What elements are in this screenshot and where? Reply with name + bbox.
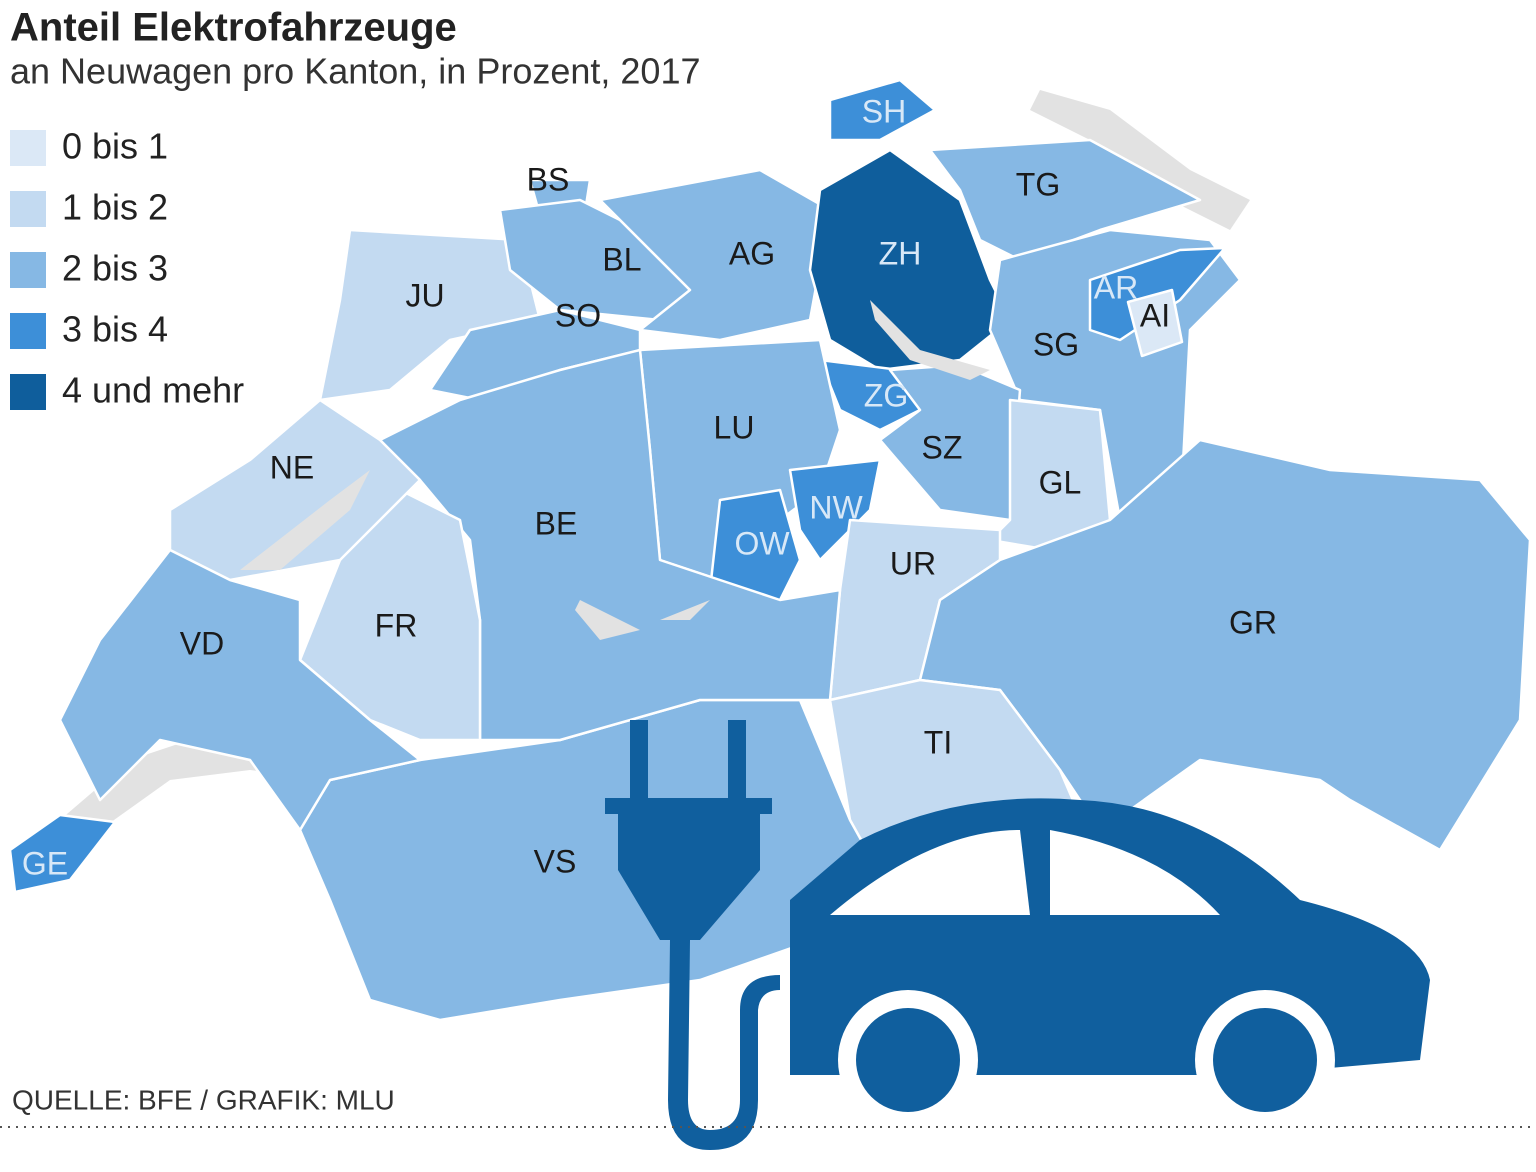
- canton: [808, 148, 1012, 372]
- canton-label: TG: [1016, 166, 1060, 202]
- canton: [8, 813, 117, 894]
- wheel: [1213, 1008, 1317, 1112]
- canton-label: SH: [862, 93, 906, 129]
- canton-label: GL: [1039, 464, 1082, 500]
- canton-label: ZG: [864, 377, 908, 413]
- lake: [660, 600, 710, 620]
- legend-label: 4 und mehr: [62, 370, 244, 411]
- canton-label: AR: [1094, 269, 1138, 305]
- car-window: [1050, 830, 1220, 915]
- lake: [1030, 90, 1250, 230]
- legend-swatch: [10, 252, 46, 288]
- canton-label: LU: [714, 409, 755, 445]
- legend-label: 0 bis 1: [62, 126, 168, 167]
- canton: [58, 548, 422, 832]
- canton-label: GR: [1229, 604, 1277, 640]
- canton-label: AI: [1140, 297, 1170, 333]
- canton-label: VS: [534, 843, 577, 879]
- canton: [828, 78, 937, 142]
- canton: [598, 168, 832, 342]
- legend-swatch: [10, 191, 46, 227]
- canton-label: SO: [555, 297, 601, 333]
- canton-label: OW: [734, 525, 790, 561]
- plug-pin: [728, 720, 746, 810]
- canton-label: SG: [1033, 326, 1079, 362]
- lake: [870, 300, 990, 380]
- canton-label: TI: [924, 724, 952, 760]
- canton-label: AG: [729, 235, 775, 271]
- legend: 0 bis 1 1 bis 2 2 bis 3 3 bis 4 4 und mehr: [10, 126, 244, 411]
- canton: [788, 458, 882, 562]
- canton-label: BS: [527, 161, 570, 197]
- legend-label: 2 bis 3: [62, 248, 168, 289]
- canton-label: VD: [180, 625, 224, 661]
- subtitle: an Neuwagen pro Kanton, in Prozent, 2017: [10, 51, 701, 92]
- canton-label: GE: [22, 845, 68, 881]
- canton-label: BE: [535, 505, 578, 541]
- title: Anteil Elektrofahrzeuge: [10, 6, 457, 50]
- legend-swatch: [10, 374, 46, 410]
- wheel: [856, 1008, 960, 1112]
- car-window: [830, 830, 1030, 915]
- legend-swatch: [10, 130, 46, 166]
- car-plug-icon: [605, 720, 1430, 1150]
- canton-label: ZH: [879, 235, 922, 271]
- canton-label: JU: [405, 277, 444, 313]
- canton-label: NE: [270, 449, 314, 485]
- canton-label: SZ: [922, 429, 963, 465]
- lake: [240, 470, 370, 570]
- canton: [708, 488, 802, 602]
- legend-label: 3 bis 4: [62, 309, 168, 350]
- source: QUELLE: BFE / GRAFIK: MLU: [12, 1084, 395, 1115]
- lake: [575, 600, 640, 640]
- canton-label: NW: [809, 489, 863, 525]
- lakes: [240, 300, 990, 640]
- plug-pin: [630, 720, 648, 810]
- legend-label: 1 bis 2: [62, 187, 168, 228]
- legend-swatch: [10, 313, 46, 349]
- canton-label: BL: [602, 241, 641, 277]
- plug: [605, 798, 780, 1150]
- canton-label: UR: [890, 545, 936, 581]
- canton: [1126, 288, 1184, 358]
- canton-label: FR: [375, 607, 418, 643]
